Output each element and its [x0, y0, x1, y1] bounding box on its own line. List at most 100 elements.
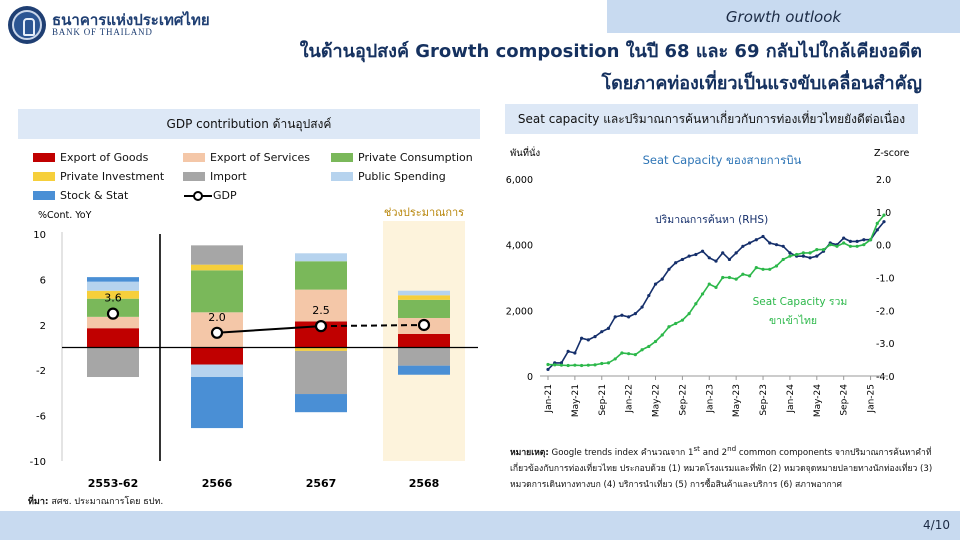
series-point — [875, 221, 879, 225]
bar-segment — [295, 350, 347, 395]
y-tick-label: -6 — [36, 412, 46, 423]
series-point — [774, 264, 779, 268]
series-point — [774, 243, 779, 247]
bar-segment — [87, 290, 139, 299]
x-tick-label: May-21 — [571, 384, 581, 417]
gdp-data-label: 2.5 — [312, 304, 330, 317]
org-name-th: ธนาคารแห่งประเทศไทย — [52, 10, 210, 29]
bar-segment — [191, 364, 243, 378]
left-axis-label: พันที่นั่ง — [510, 146, 540, 159]
series-point — [573, 363, 577, 367]
boT-logo: ธนาคารแห่งประเทศไทย BANK OF THAILAND — [8, 6, 210, 44]
legend-swatch — [33, 172, 55, 181]
gdp-data-label: 2.0 — [208, 311, 226, 324]
legend-swatch — [33, 191, 55, 200]
series-point — [754, 266, 758, 270]
legend-item: Import — [183, 170, 247, 183]
series-point — [788, 254, 792, 258]
right-panel-title: Seat capacity และปริมาณการค้นหาเกี่ยวกับ… — [505, 104, 918, 134]
series-point — [573, 351, 577, 355]
series-point — [700, 249, 705, 253]
series-point — [768, 267, 772, 271]
series-point — [586, 338, 590, 342]
series-point — [734, 277, 738, 281]
series-point — [680, 318, 684, 322]
series-point — [606, 361, 611, 365]
left-y-tick-label: 2,000 — [506, 306, 533, 317]
y-axis-label: %Cont. YoY — [38, 210, 92, 221]
bar-segment — [87, 277, 139, 282]
series-point — [761, 234, 765, 239]
series-point — [848, 239, 852, 243]
right-y-tick-label: 2.0 — [876, 175, 891, 186]
legend-item: Private Investment — [33, 170, 164, 183]
series-point — [875, 228, 879, 232]
legend-swatch — [183, 153, 205, 162]
series-point — [842, 241, 846, 245]
x-tick-label: May-24 — [813, 384, 823, 417]
bar-segment — [191, 264, 243, 271]
section-tag: Growth outlook — [607, 0, 960, 33]
series-point — [647, 344, 651, 349]
seat-capacity-chart: พันที่นั่ง Z-score Seat Capacity ของสายการ… — [506, 146, 910, 417]
bar-segment — [87, 347, 139, 378]
x-tick-label: May-23 — [732, 384, 742, 417]
series-point — [627, 315, 631, 319]
series-point — [633, 312, 637, 316]
x-tick-label: 2553-62 — [88, 477, 139, 490]
legend-item-gdp: GDP — [183, 189, 237, 202]
x-tick-label: 2568 — [409, 477, 440, 490]
left-y-tick-label: 4,000 — [506, 241, 533, 252]
series-label-seat: ขาเข้าไทย — [769, 314, 817, 327]
series-point — [694, 302, 698, 306]
series-point — [781, 257, 785, 262]
x-tick-label: Jan-21 — [544, 384, 554, 414]
series-point — [788, 251, 792, 255]
footnote: หมายเหตุ: Google trends index คำนวณจาก 1… — [510, 444, 933, 490]
series-point — [680, 257, 684, 262]
bar-segment — [87, 328, 139, 348]
series-point — [640, 348, 644, 352]
series-point — [707, 256, 711, 260]
legend-swatch — [33, 153, 55, 162]
page-title-line1: ในด้านอุปสงค์ Growth composition ในปี 68… — [299, 41, 922, 62]
x-tick-label: Jan-24 — [786, 384, 796, 414]
legend-label: Stock & Stat — [60, 189, 129, 202]
series-point — [828, 243, 832, 247]
series-point — [768, 241, 772, 245]
series-point — [855, 244, 859, 248]
right-y-tick-label: -2.0 — [876, 306, 895, 317]
bar-segment — [398, 295, 450, 300]
legend-swatch — [331, 153, 353, 162]
series-point — [721, 251, 725, 255]
series-point — [580, 363, 584, 368]
series-point — [808, 251, 812, 255]
legend-label: Private Investment — [60, 170, 165, 183]
bar-segment — [295, 253, 347, 262]
series-point — [620, 313, 624, 317]
footer-bar: 4/10 — [0, 511, 960, 540]
gdp-data-label: 3.6 — [104, 292, 122, 305]
series-point — [808, 256, 812, 260]
series-point — [748, 241, 752, 245]
series-point — [674, 261, 678, 265]
right-y-tick-label: -1.0 — [876, 274, 895, 285]
series-point — [687, 254, 691, 258]
series-point — [795, 252, 799, 257]
series-point — [633, 353, 637, 357]
series-point — [566, 349, 570, 353]
series-point — [600, 361, 604, 366]
left-y-tick-label: 0 — [527, 372, 533, 383]
series-point — [842, 236, 846, 240]
series-point — [707, 282, 711, 286]
legend-item: Export of Goods — [33, 151, 148, 164]
series-point — [600, 330, 604, 334]
y-tick-label: 2 — [40, 321, 46, 332]
legend-label: Export of Goods — [60, 151, 149, 164]
series-point — [613, 357, 617, 361]
gdp-line — [216, 325, 322, 334]
series-point — [593, 335, 597, 339]
series-point — [815, 247, 819, 252]
x-tick-label: 2567 — [306, 477, 337, 490]
series-point — [586, 363, 590, 367]
